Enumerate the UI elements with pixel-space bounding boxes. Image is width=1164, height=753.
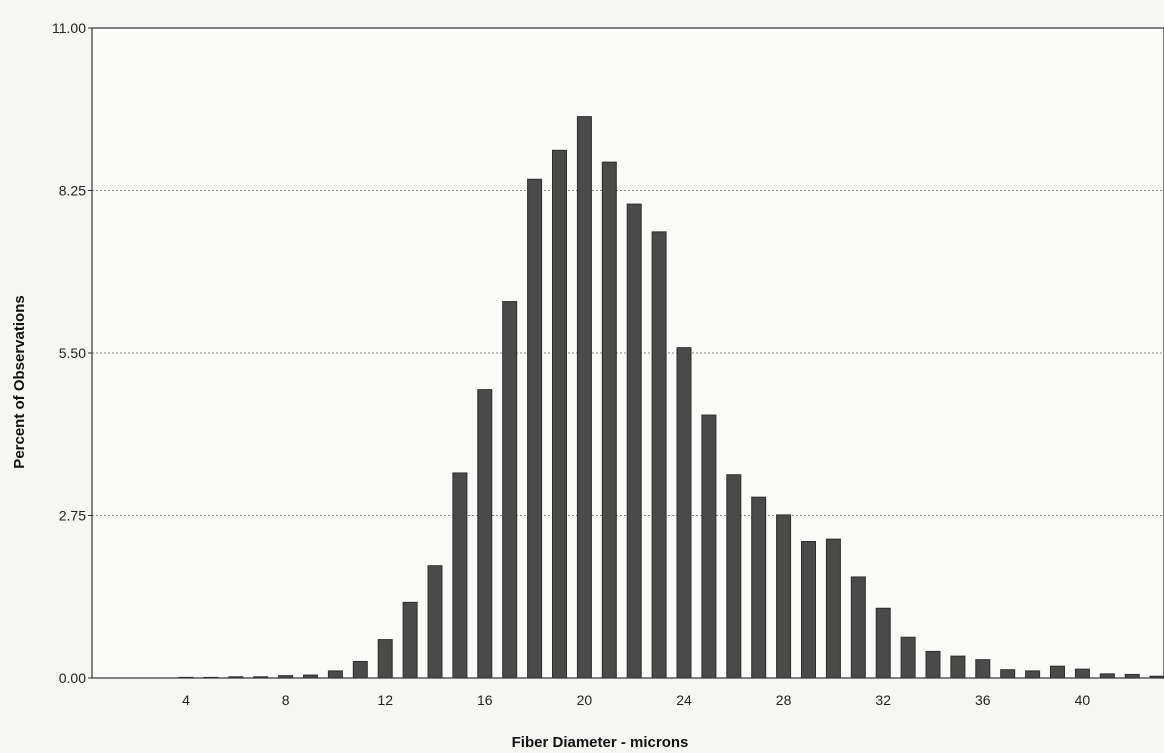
y-tick-label: 2.75 bbox=[59, 508, 86, 524]
histogram-bar bbox=[626, 203, 642, 679]
y-tick-label: 11.00 bbox=[52, 20, 86, 36]
x-axis-title: Fiber Diameter - microns bbox=[512, 734, 689, 751]
y-tick-label: 0.00 bbox=[59, 670, 86, 686]
histogram-bar bbox=[527, 178, 543, 679]
x-tick-label: 28 bbox=[776, 692, 792, 708]
histogram-bar bbox=[850, 576, 866, 679]
y-tick-label: 8.25 bbox=[59, 183, 86, 199]
x-tick-label: 8 bbox=[282, 692, 290, 708]
histogram-bar bbox=[352, 660, 368, 679]
histogram-bar bbox=[651, 231, 667, 679]
x-axis-ticks: 4 8 12 16 20 24 28 32 36 40 bbox=[182, 692, 1090, 708]
x-tick-label: 12 bbox=[377, 692, 393, 708]
histogram-bar bbox=[875, 607, 891, 679]
histogram-bar bbox=[402, 601, 418, 679]
histogram-bar bbox=[1025, 670, 1041, 679]
histogram-bar bbox=[552, 149, 567, 679]
histogram-bar bbox=[477, 389, 493, 679]
histogram-bar bbox=[950, 655, 966, 679]
x-tick-label: 16 bbox=[477, 692, 493, 708]
histogram-bar bbox=[502, 301, 518, 679]
histogram-bar bbox=[701, 414, 717, 679]
histogram-bar bbox=[377, 639, 393, 679]
histogram-bar bbox=[726, 474, 742, 679]
histogram-bar bbox=[1074, 668, 1090, 679]
x-tick-label: 24 bbox=[676, 692, 692, 708]
x-tick-label: 32 bbox=[875, 692, 891, 708]
histogram-bar bbox=[1000, 669, 1016, 679]
histogram-bar bbox=[576, 116, 592, 679]
y-axis-title: Percent of Observations bbox=[11, 295, 28, 468]
histogram-bar bbox=[900, 636, 916, 679]
x-tick-label: 20 bbox=[577, 692, 593, 708]
histogram-bar bbox=[1050, 665, 1065, 679]
bars bbox=[178, 116, 1164, 679]
histogram-bar bbox=[751, 496, 767, 679]
histogram-bar bbox=[601, 161, 617, 679]
histogram-bar bbox=[825, 538, 841, 679]
histogram-bar bbox=[801, 541, 816, 679]
histogram-bar bbox=[676, 347, 692, 679]
histogram-bar bbox=[1099, 673, 1115, 679]
histogram-bar bbox=[427, 565, 443, 679]
x-tick-label: 40 bbox=[1075, 692, 1091, 708]
histogram-bar bbox=[452, 472, 468, 679]
x-tick-label: 36 bbox=[975, 692, 991, 708]
histogram-bar bbox=[975, 659, 991, 679]
x-tick-label: 4 bbox=[182, 692, 190, 708]
y-tick-label: 5.50 bbox=[59, 345, 86, 361]
histogram-bar bbox=[925, 650, 941, 679]
y-axis-ticks: 0.00 2.75 5.50 8.25 11.00 bbox=[52, 20, 92, 686]
histogram-bar bbox=[327, 670, 343, 679]
histogram-bar bbox=[776, 514, 792, 679]
